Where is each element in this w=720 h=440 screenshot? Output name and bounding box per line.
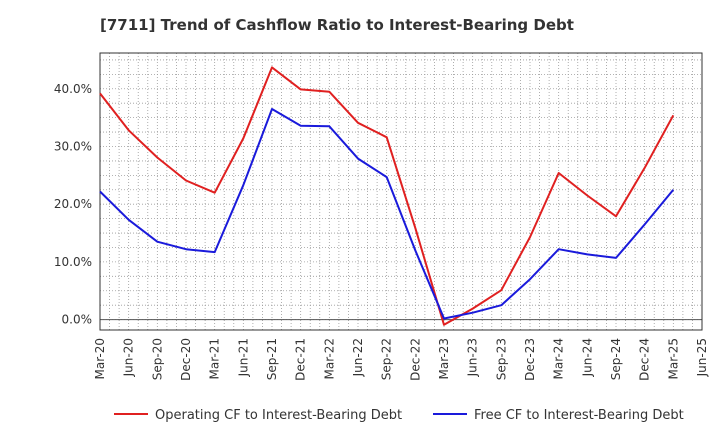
- x-tick-label: Dec-20: [179, 338, 193, 381]
- y-tick-label: 20.0%: [54, 197, 92, 211]
- legend-label-operating-cf: Operating CF to Interest-Bearing Debt: [155, 408, 402, 423]
- x-tick-label: Sep-22: [380, 338, 394, 380]
- x-tick-label: Mar-21: [208, 338, 222, 379]
- series-line-free-cf: [99, 108, 675, 320]
- x-tick-label: Sep-20: [150, 338, 164, 380]
- y-tick-label: 10.0%: [54, 255, 92, 269]
- x-tick-label: Mar-25: [666, 338, 680, 379]
- series-line-operating-cf: [99, 66, 675, 326]
- legend: Operating CF to Interest-Bearing Debt Fr…: [114, 408, 684, 423]
- y-axis-ticks: 0.0% 10.0% 20.0% 30.0% 40.0%: [54, 82, 92, 327]
- x-tick-label: Jun-24: [580, 338, 594, 377]
- x-tick-label: Dec-24: [638, 338, 652, 381]
- x-tick-label: Jun-22: [351, 338, 365, 377]
- x-tick-label: Sep-23: [494, 338, 508, 380]
- x-tick-label: Dec-23: [523, 338, 537, 381]
- grid: [99, 53, 703, 330]
- x-tick-label: Sep-24: [609, 338, 623, 380]
- series-lines: [99, 66, 675, 326]
- y-tick-label: 40.0%: [54, 82, 92, 96]
- chart-title: [7711] Trend of Cashflow Ratio to Intere…: [100, 16, 574, 34]
- x-tick-label: Jun-21: [236, 338, 250, 377]
- legend-label-free-cf: Free CF to Interest-Bearing Debt: [474, 408, 684, 423]
- x-tick-label: Mar-22: [322, 338, 336, 379]
- y-tick-label: 0.0%: [62, 313, 93, 327]
- x-tick-label: Mar-23: [437, 338, 451, 379]
- x-axis-ticks: Mar-20 Jun-20 Sep-20 Dec-20 Mar-21 Jun-21 Sep-…: [93, 338, 709, 381]
- x-tick-label: Mar-24: [552, 338, 566, 379]
- x-tick-label: Dec-22: [408, 338, 422, 381]
- x-tick-label: Dec-21: [294, 338, 308, 381]
- x-tick-label: Jun-25: [695, 338, 709, 377]
- y-tick-label: 30.0%: [54, 139, 92, 153]
- x-tick-label: Jun-23: [466, 338, 480, 377]
- plot-area: [100, 53, 702, 330]
- x-tick-label: Jun-20: [122, 338, 136, 377]
- x-tick-label: Mar-20: [93, 338, 107, 379]
- x-tick-label: Sep-21: [265, 338, 279, 380]
